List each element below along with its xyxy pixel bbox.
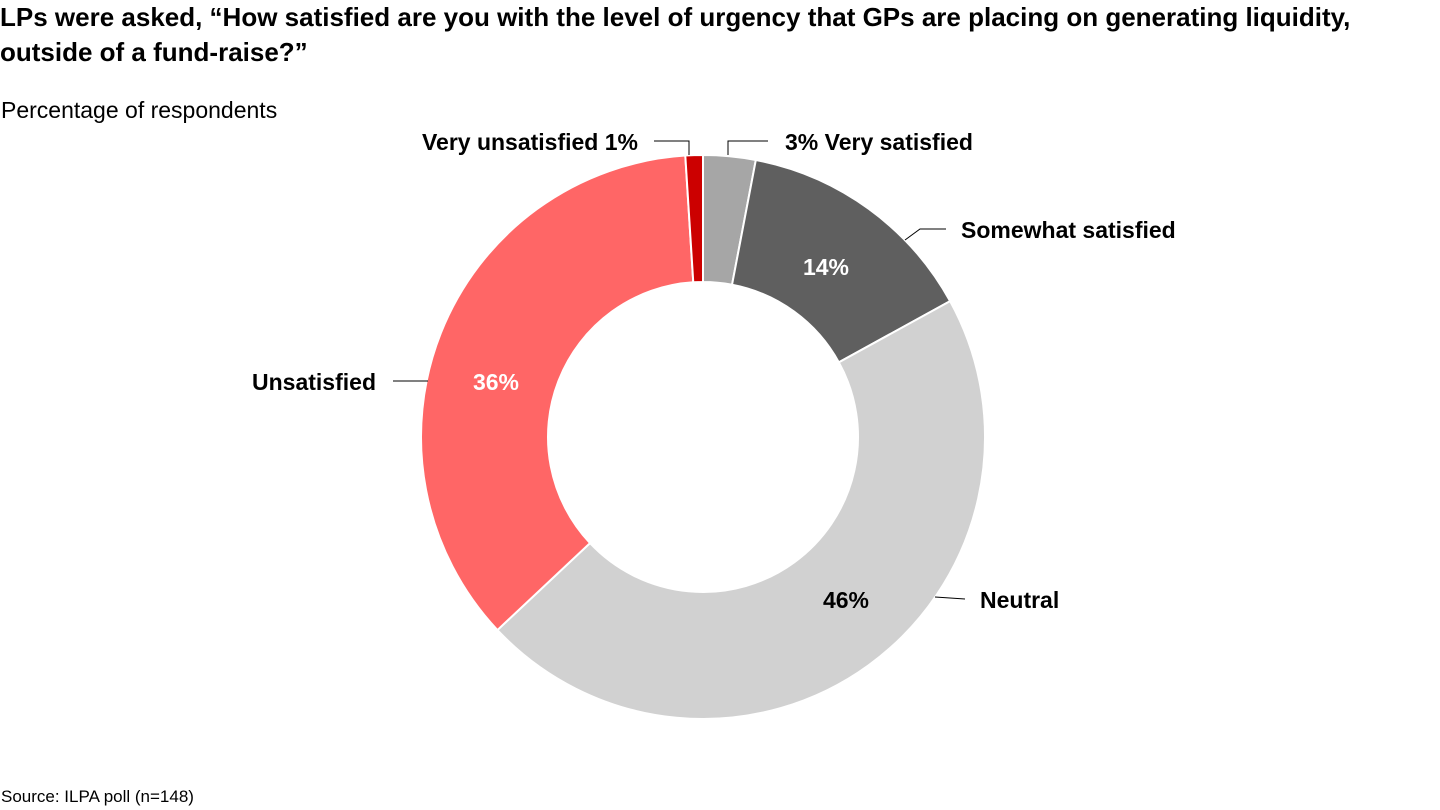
slice-label-very-satisfied: 3% Very satisfied [785, 129, 973, 155]
chart-title: LPs were asked, “How satisfied are you w… [0, 2, 1351, 67]
slice-neutral [496, 299, 986, 720]
leader-line-neutral [934, 596, 966, 600]
leader-line-somewhat-satisfied [904, 228, 946, 241]
source-note: Source: ILPA poll (n=148) [1, 787, 194, 806]
slice-value-unsatisfied: 36% [473, 369, 519, 395]
slice-label-very-unsatisfied: Very unsatisfied 1% [422, 129, 638, 155]
slice-unsatisfied [420, 154, 695, 632]
slice-value-somewhat-satisfied: 14% [803, 254, 849, 280]
slice-label-neutral: Neutral [980, 587, 1059, 613]
leader-line-very-unsatisfied [654, 140, 690, 155]
slice-very-unsatisfied [684, 153, 704, 284]
leader-line-very-satisfied [727, 140, 768, 155]
chart-subtitle: Percentage of respondents [1, 97, 278, 123]
slice-label-somewhat-satisfied: Somewhat satisfied [961, 217, 1176, 243]
slice-label-unsatisfied: Unsatisfied [252, 369, 376, 395]
slice-value-neutral: 46% [823, 587, 869, 613]
